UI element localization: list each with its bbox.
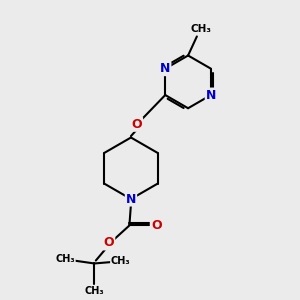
Text: CH₃: CH₃ (55, 254, 75, 264)
Text: N: N (206, 88, 216, 101)
Text: CH₃: CH₃ (111, 256, 130, 266)
Text: O: O (104, 236, 114, 250)
Text: CH₃: CH₃ (85, 286, 104, 296)
Text: N: N (126, 193, 136, 206)
Text: O: O (151, 219, 162, 232)
Text: CH₃: CH₃ (191, 24, 212, 34)
Text: N: N (160, 62, 170, 75)
Text: O: O (131, 118, 142, 131)
